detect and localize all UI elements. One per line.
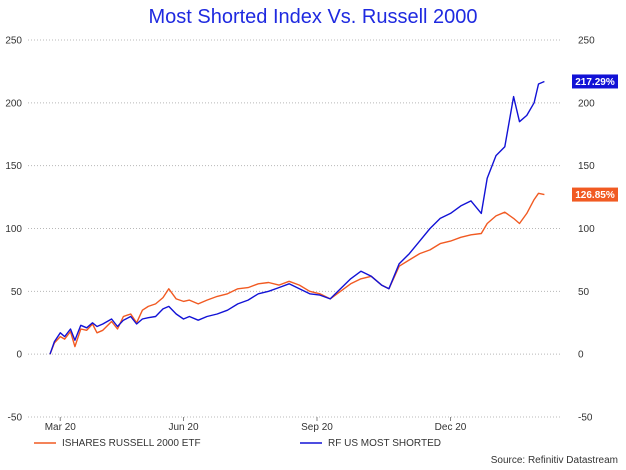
y-tick-label-left: 100 xyxy=(5,224,22,235)
x-tick-label: Jun 20 xyxy=(168,422,198,433)
gridlines xyxy=(28,39,562,418)
x-tick-label: Mar 20 xyxy=(45,422,77,433)
series-lines xyxy=(49,80,545,355)
axes: 250 250 200 200 150 150 100 100 50 50 0 0 -50 -50 Mar … xyxy=(5,36,595,434)
end-label-box-1 xyxy=(572,187,618,202)
legend: ISHARES RUSSELL 2000 ETF RF US MOST SHORT… xyxy=(34,438,441,449)
x-tick-label: Sep 20 xyxy=(301,422,333,433)
y-tick-label-right: 0 xyxy=(578,350,584,361)
y-tick-label-left: 250 xyxy=(5,36,22,47)
x-tick-label: Dec 20 xyxy=(435,422,467,433)
y-tick-label-right: 150 xyxy=(578,161,595,172)
end-labels: 126.85% 217.29% xyxy=(572,74,618,202)
y-tick-label-right: 200 xyxy=(578,98,595,109)
y-tick-label-left: 50 xyxy=(11,287,23,298)
end-label-2: 217.29% xyxy=(575,77,615,88)
y-tick-label-left: -50 xyxy=(8,413,23,424)
end-label-box-2 xyxy=(572,74,618,89)
chart-title: Most Shorted Index Vs. Russell 2000 xyxy=(148,6,478,28)
y-tick-label-right: 250 xyxy=(578,36,595,47)
legend-label-2: RF US MOST SHORTED xyxy=(328,438,441,449)
y-tick-label-right: 50 xyxy=(578,287,590,298)
series-line-2 xyxy=(49,80,545,355)
y-tick-label-left: 200 xyxy=(5,98,22,109)
y-tick-label-right: -50 xyxy=(578,413,593,424)
y-tick-label-right: 100 xyxy=(578,224,595,235)
series-line-1 xyxy=(49,192,545,355)
source-note: Source: Refinitiv Datastream xyxy=(490,455,618,466)
y-tick-label-left: 150 xyxy=(5,161,22,172)
y-tick-label-left: 0 xyxy=(16,350,22,361)
legend-label-1: ISHARES RUSSELL 2000 ETF xyxy=(62,438,201,449)
end-label-1: 126.85% xyxy=(575,190,615,201)
